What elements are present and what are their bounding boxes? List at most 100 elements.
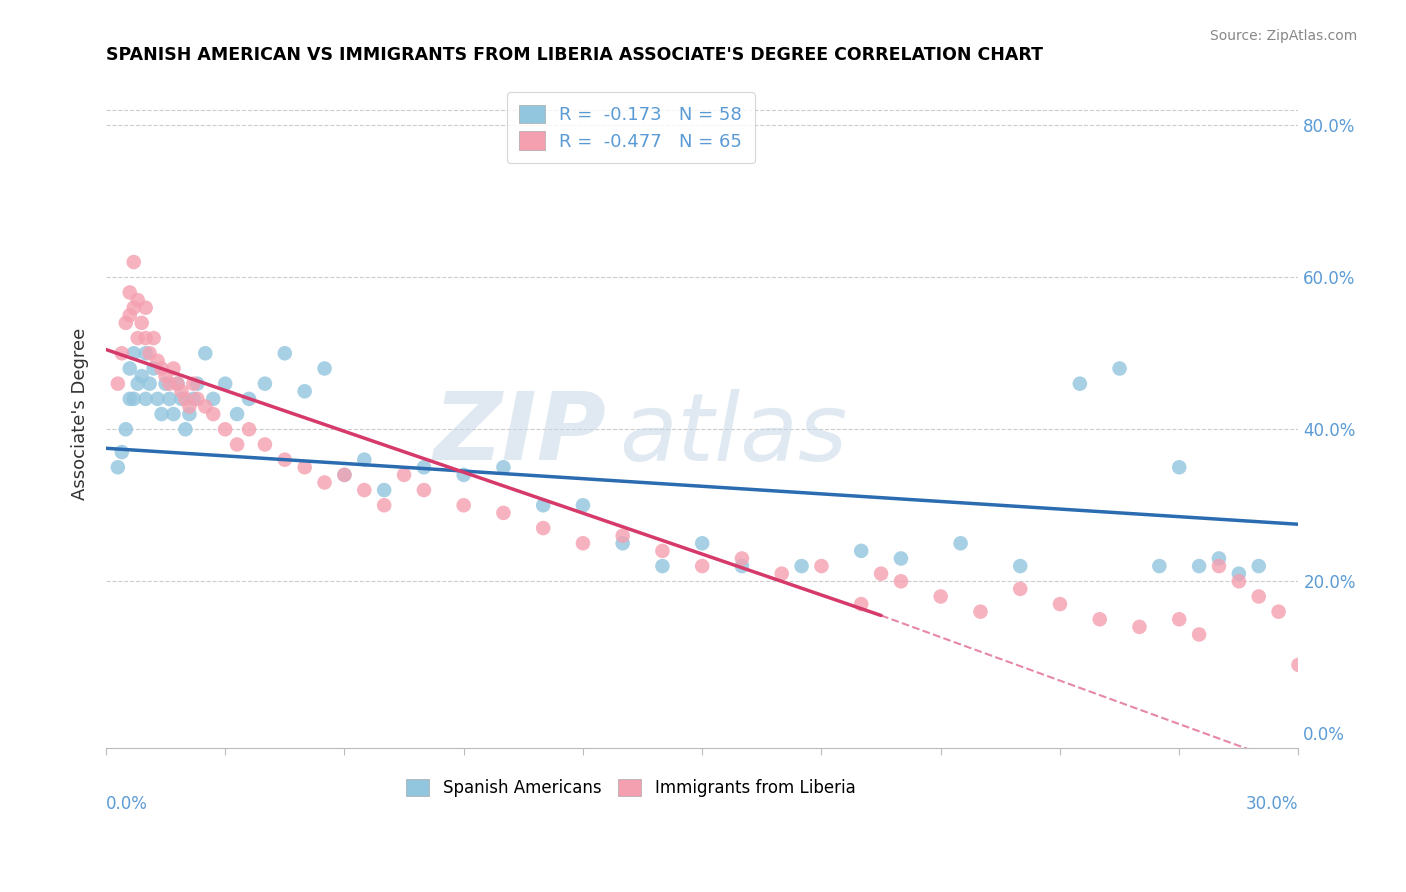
Point [1227, 574, 1250, 589]
Point [333, 467, 356, 482]
Point [572, 498, 595, 512]
Point [1149, 559, 1171, 574]
Point [202, 392, 225, 406]
Point [453, 498, 475, 512]
Point [118, 285, 141, 300]
Point [135, 331, 157, 345]
Text: SPANISH AMERICAN VS IMMIGRANTS FROM LIBERIA ASSOCIATE'S DEGREE CORRELATION CHART: SPANISH AMERICAN VS IMMIGRANTS FROM LIBE… [105, 46, 1043, 64]
Point [127, 331, 149, 345]
Point [810, 559, 832, 574]
Point [183, 392, 205, 406]
Point [179, 400, 201, 414]
Point [274, 346, 297, 360]
Point [1168, 612, 1191, 626]
Point [155, 376, 177, 391]
Point [174, 422, 197, 436]
Point [731, 551, 754, 566]
Point [333, 467, 356, 482]
Point [1010, 559, 1032, 574]
Point [253, 437, 276, 451]
Point [274, 452, 297, 467]
Point [770, 566, 793, 581]
Point [1227, 566, 1250, 581]
Point [166, 376, 188, 391]
Point [413, 460, 436, 475]
Point [138, 346, 160, 360]
Point [111, 346, 134, 360]
Point [131, 369, 153, 384]
Point [1168, 460, 1191, 475]
Point [122, 392, 145, 406]
Point [1128, 620, 1150, 634]
Point [226, 437, 249, 451]
Point [1069, 376, 1091, 391]
Point [162, 361, 184, 376]
Point [146, 392, 169, 406]
Point [949, 536, 972, 550]
Point [135, 301, 157, 315]
Point [170, 384, 193, 399]
Point [1267, 605, 1289, 619]
Point [146, 354, 169, 368]
Point [531, 521, 554, 535]
Point [118, 392, 141, 406]
Point [373, 498, 395, 512]
Text: ZIP: ZIP [434, 388, 607, 480]
Point [453, 467, 475, 482]
Point [1188, 559, 1211, 574]
Text: Source: ZipAtlas.com: Source: ZipAtlas.com [1209, 29, 1357, 43]
Point [114, 422, 136, 436]
Point [373, 483, 395, 497]
Point [1208, 551, 1230, 566]
Point [214, 376, 236, 391]
Point [413, 483, 436, 497]
Point [253, 376, 276, 391]
Point [122, 301, 145, 315]
Point [651, 544, 673, 558]
Point [202, 407, 225, 421]
Point [194, 346, 217, 360]
Text: 0.0%: 0.0% [105, 796, 148, 814]
Point [107, 460, 129, 475]
Point [174, 392, 197, 406]
Legend: Spanish Americans, Immigrants from Liberia: Spanish Americans, Immigrants from Liber… [399, 772, 862, 804]
Point [392, 467, 415, 482]
Point [159, 392, 181, 406]
Point [1049, 597, 1071, 611]
Point [118, 361, 141, 376]
Point [790, 559, 813, 574]
Point [294, 384, 316, 399]
Point [186, 392, 208, 406]
Point [122, 346, 145, 360]
Point [150, 407, 173, 421]
Point [851, 597, 873, 611]
Point [890, 551, 912, 566]
Point [238, 422, 260, 436]
Point [150, 361, 173, 376]
Point [238, 392, 260, 406]
Point [690, 536, 713, 550]
Point [890, 574, 912, 589]
Point [122, 255, 145, 269]
Point [870, 566, 893, 581]
Point [731, 559, 754, 574]
Point [111, 445, 134, 459]
Point [159, 376, 181, 391]
Point [851, 544, 873, 558]
Y-axis label: Associate's Degree: Associate's Degree [72, 328, 89, 500]
Point [142, 331, 165, 345]
Point [114, 316, 136, 330]
Point [127, 376, 149, 391]
Point [1247, 559, 1270, 574]
Point [138, 376, 160, 391]
Point [170, 392, 193, 406]
Text: 30.0%: 30.0% [1246, 796, 1299, 814]
Point [214, 422, 236, 436]
Point [294, 460, 316, 475]
Point [107, 376, 129, 391]
Point [690, 559, 713, 574]
Point [131, 316, 153, 330]
Point [127, 293, 149, 307]
Point [1247, 590, 1270, 604]
Point [929, 590, 952, 604]
